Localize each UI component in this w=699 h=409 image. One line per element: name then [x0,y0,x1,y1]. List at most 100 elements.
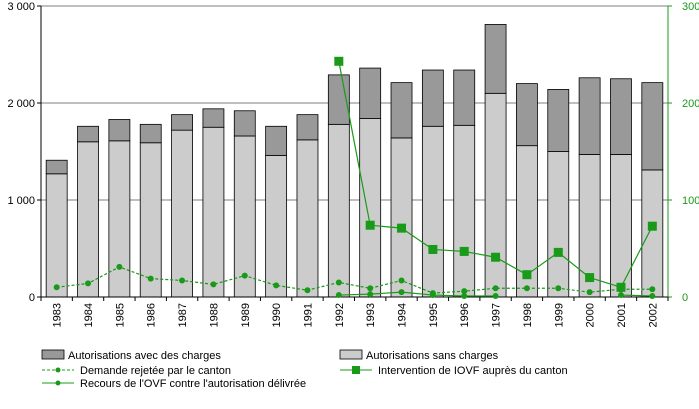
point-rejected-1994 [398,277,405,284]
bar-sans-charges-1999 [547,151,570,298]
legend-label-avec-charges: Autorisations avec des charges [68,350,221,362]
left-tick-label-1: 1 000 [7,195,35,207]
point-rejected-2002 [649,286,656,293]
point-rejected-1999 [555,285,562,292]
x-tick-label-1989: 1989 [240,303,252,327]
legend-swatch-avec-charges [41,349,65,360]
x-tick-label-1988: 1988 [208,303,220,327]
left-tick-label-0: 0 [29,292,35,304]
bar-sans-charges-1995 [421,125,444,298]
point-rejected-1998 [523,285,530,292]
left-tick-label-2: 2 000 [7,98,35,110]
x-tick-label-1995: 1995 [428,303,440,327]
right-tick-label-2: 200 [682,98,699,110]
bar-sans-charges-1987 [171,129,193,298]
legend-marker-appeal [55,380,61,386]
legend-label-rejected: Demande rejetée par le canton [80,365,231,377]
point-appeal-1997 [492,293,499,300]
lines [53,56,657,300]
x-tick-label-2000: 2000 [585,303,597,327]
bar-sans-charges-1992 [327,123,350,298]
point-appeal-1995 [429,292,436,299]
legend-marker-rejected [55,367,61,373]
x-tick-label-1990: 1990 [271,303,283,327]
right-tick-label-1: 100 [682,195,699,207]
point-appeal-1994 [398,289,405,296]
legend-label-appeal: Recours de l'OVF contre l'autorisation d… [80,378,306,390]
bar-sans-charges-1983 [45,173,68,298]
bar-avec-charges-1991 [296,114,319,141]
x-tick-label-1992: 1992 [334,303,346,327]
bar-avec-charges-1985 [108,119,131,142]
bar-avec-charges-1988 [202,108,225,128]
x-tick-label-1998: 1998 [522,303,534,327]
point-appeal-1993 [367,291,374,298]
legend-label-sans-charges: Autorisations sans charges [366,350,499,362]
legend-swatch-sans-charges [339,349,363,360]
point-intervention-1993 [365,220,375,230]
bar-sans-charges-2002 [641,169,664,298]
bar-sans-charges-1994 [390,137,413,298]
x-tick-label-1986: 1986 [146,303,158,327]
point-rejected-1986 [147,275,154,282]
point-rejected-1991 [304,287,311,294]
point-rejected-1989 [241,272,248,279]
line-rejected-segment-0 [56,266,653,294]
bar-avec-charges-1999 [547,89,570,152]
line-appeal-segment-0 [338,291,496,297]
point-intervention-2000 [585,273,595,283]
point-rejected-1996 [461,288,468,295]
bar-sans-charges-1990 [265,154,288,298]
bars [45,24,664,298]
point-rejected-1992 [335,279,342,286]
bar-sans-charges-1985 [108,140,131,298]
bar-avec-charges-2002 [641,82,664,171]
bar-avec-charges-1987 [171,114,193,131]
point-appeal-1992 [335,292,342,299]
point-intervention-1999 [553,247,563,257]
point-rejected-1990 [273,282,280,289]
bar-avec-charges-1984 [77,125,99,143]
x-tick-label-1993: 1993 [365,303,377,327]
point-intervention-1995 [428,244,438,254]
x-tick-label-1999: 1999 [553,303,565,327]
point-appeal-1996 [461,293,468,300]
point-rejected-1987 [179,277,186,284]
point-rejected-1993 [367,285,374,292]
point-rejected-1988 [210,281,217,288]
bar-sans-charges-1996 [453,124,476,298]
point-rejected-2000 [586,289,593,296]
point-intervention-1998 [522,270,532,280]
bar-sans-charges-1997 [484,92,507,298]
point-rejected-1983 [53,284,60,291]
right-tick-label-0: 0 [682,292,688,304]
point-rejected-1985 [116,263,123,270]
bar-avec-charges-1997 [484,24,507,94]
bar-sans-charges-1991 [296,139,319,298]
legend-label-intervention: Intervention de IOVF auprès du canton [378,365,568,377]
point-intervention-2001 [616,282,626,292]
bar-sans-charges-2001 [610,154,632,298]
point-intervention-1997 [491,252,501,262]
x-tick-label-1994: 1994 [397,303,409,327]
x-tick-label-2001: 2001 [616,303,628,327]
bar-avec-charges-1995 [421,69,444,127]
bar-avec-charges-1983 [45,159,68,175]
bar-avec-charges-1994 [390,82,413,139]
bar-sans-charges-1993 [359,118,382,298]
x-tick-label-1996: 1996 [459,303,471,327]
axes: 0 1 000 2 000 3 000 0 100 200 300 1983 1984 1985 19… [7,1,699,327]
bar-avec-charges-1986 [139,123,162,144]
point-intervention-1996 [459,246,469,256]
x-tick-label-1991: 1991 [302,303,314,327]
legend: Autorisations avec des charges Autorisat… [41,349,568,390]
point-rejected-1997 [492,285,499,292]
point-rejected-1984 [85,280,92,287]
point-intervention-2002 [647,221,657,231]
x-tick-label-2002: 2002 [647,303,659,327]
point-appeal-2002 [649,293,656,300]
x-tick-label-1984: 1984 [83,303,95,327]
bar-avec-charges-2000 [578,77,601,155]
right-tick-label-3: 300 [682,1,699,13]
